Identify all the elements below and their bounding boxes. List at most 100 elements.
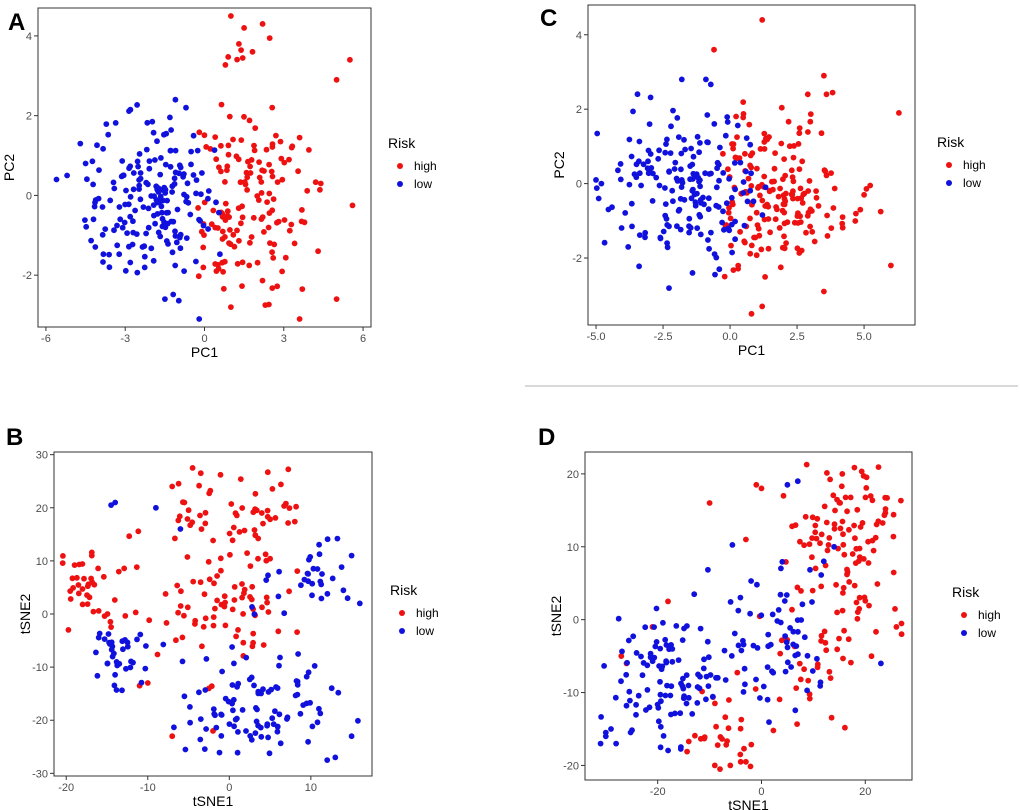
data-point-low bbox=[111, 227, 117, 234]
data-point-high bbox=[733, 113, 739, 120]
data-point-low bbox=[193, 258, 199, 265]
data-point-high bbox=[266, 190, 273, 197]
data-point-low bbox=[130, 186, 137, 193]
data-point-high bbox=[248, 157, 255, 163]
data-point-low bbox=[654, 701, 661, 708]
data-point-low bbox=[265, 734, 271, 741]
data-point-high bbox=[244, 550, 251, 556]
data-point-high bbox=[776, 696, 783, 703]
data-point-low bbox=[305, 669, 312, 676]
data-point-low bbox=[666, 168, 672, 175]
data-point-high bbox=[296, 134, 303, 141]
data-point-low bbox=[759, 212, 766, 218]
data-point-low bbox=[103, 121, 110, 127]
data-point-low bbox=[743, 168, 749, 175]
data-point-low bbox=[643, 707, 649, 713]
data-point-low bbox=[657, 678, 663, 685]
data-point-low bbox=[171, 724, 177, 731]
data-point-low bbox=[112, 120, 119, 126]
data-point-low bbox=[307, 554, 314, 560]
data-point-low bbox=[298, 582, 304, 589]
data-point-high bbox=[854, 615, 861, 622]
data-point-low bbox=[274, 685, 281, 691]
data-point-low bbox=[617, 176, 624, 183]
data-point-low bbox=[84, 176, 90, 183]
data-point-low bbox=[711, 121, 718, 127]
data-point-high bbox=[278, 481, 284, 488]
data-point-high bbox=[727, 215, 734, 222]
data-point-high bbox=[757, 146, 764, 152]
data-point-high bbox=[268, 168, 275, 175]
data-point-low bbox=[723, 200, 730, 207]
data-point-low bbox=[705, 206, 712, 213]
data-point-low bbox=[701, 656, 707, 663]
data-point-high bbox=[776, 225, 783, 231]
data-point-high bbox=[849, 551, 856, 557]
y-tick-label: 10 bbox=[567, 542, 579, 554]
data-point-high bbox=[299, 286, 306, 292]
data-point-low bbox=[807, 566, 813, 573]
data-point-high bbox=[803, 229, 809, 236]
data-point-high bbox=[278, 155, 285, 162]
data-point-high bbox=[862, 597, 869, 604]
data-point-high bbox=[872, 534, 879, 541]
data-point-high bbox=[192, 621, 198, 627]
data-point-high bbox=[865, 538, 871, 545]
data-point-low bbox=[142, 665, 149, 672]
data-point-high bbox=[821, 72, 827, 79]
data-point-low bbox=[764, 696, 771, 703]
data-point-high bbox=[797, 538, 803, 545]
data-point-high bbox=[809, 208, 815, 214]
data-point-high bbox=[294, 629, 300, 635]
data-point-high bbox=[236, 41, 242, 47]
data-point-high bbox=[777, 264, 784, 271]
data-point-high bbox=[198, 228, 205, 235]
data-point-low bbox=[158, 155, 164, 161]
data-point-high bbox=[241, 586, 248, 593]
data-point-high bbox=[238, 137, 245, 144]
data-point-low bbox=[790, 628, 797, 635]
data-point-high bbox=[823, 519, 830, 526]
data-point-low bbox=[668, 683, 675, 690]
data-point-high bbox=[175, 517, 182, 524]
data-point-low bbox=[689, 270, 696, 276]
data-point-low bbox=[169, 189, 176, 195]
data-point-high bbox=[230, 136, 236, 143]
data-point-high bbox=[299, 207, 305, 213]
data-point-low bbox=[795, 628, 801, 635]
data-point-low bbox=[706, 171, 713, 177]
data-point-high bbox=[95, 608, 102, 614]
data-point-high bbox=[761, 130, 768, 137]
data-point-high bbox=[755, 185, 761, 191]
data-point-low bbox=[109, 653, 116, 660]
data-point-high bbox=[269, 104, 276, 111]
data-point-high bbox=[247, 163, 254, 170]
data-point-high bbox=[798, 195, 805, 202]
data-point-high bbox=[842, 494, 849, 501]
data-point-low bbox=[123, 665, 129, 672]
data-point-high bbox=[226, 113, 233, 120]
data-point-high bbox=[778, 104, 785, 111]
data-point-low bbox=[728, 653, 735, 659]
data-point-low bbox=[642, 229, 649, 236]
data-point-low bbox=[356, 600, 363, 607]
data-point-high bbox=[207, 487, 214, 494]
data-point-low bbox=[229, 682, 236, 688]
data-point-low bbox=[666, 285, 672, 291]
data-point-high bbox=[845, 636, 852, 643]
data-point-high bbox=[221, 593, 228, 600]
data-point-high bbox=[856, 594, 863, 601]
data-point-low bbox=[276, 711, 283, 718]
data-point-high bbox=[263, 146, 270, 153]
data-point-low bbox=[246, 676, 253, 683]
data-point-low bbox=[143, 146, 150, 153]
data-point-high bbox=[727, 762, 734, 769]
data-point-low bbox=[105, 631, 112, 637]
data-point-low bbox=[232, 716, 239, 723]
data-point-high bbox=[748, 310, 755, 317]
data-point-high bbox=[818, 531, 825, 538]
data-point-low bbox=[775, 607, 782, 613]
data-point-low bbox=[697, 197, 704, 203]
data-point-low bbox=[668, 642, 674, 648]
data-point-low bbox=[792, 652, 799, 659]
